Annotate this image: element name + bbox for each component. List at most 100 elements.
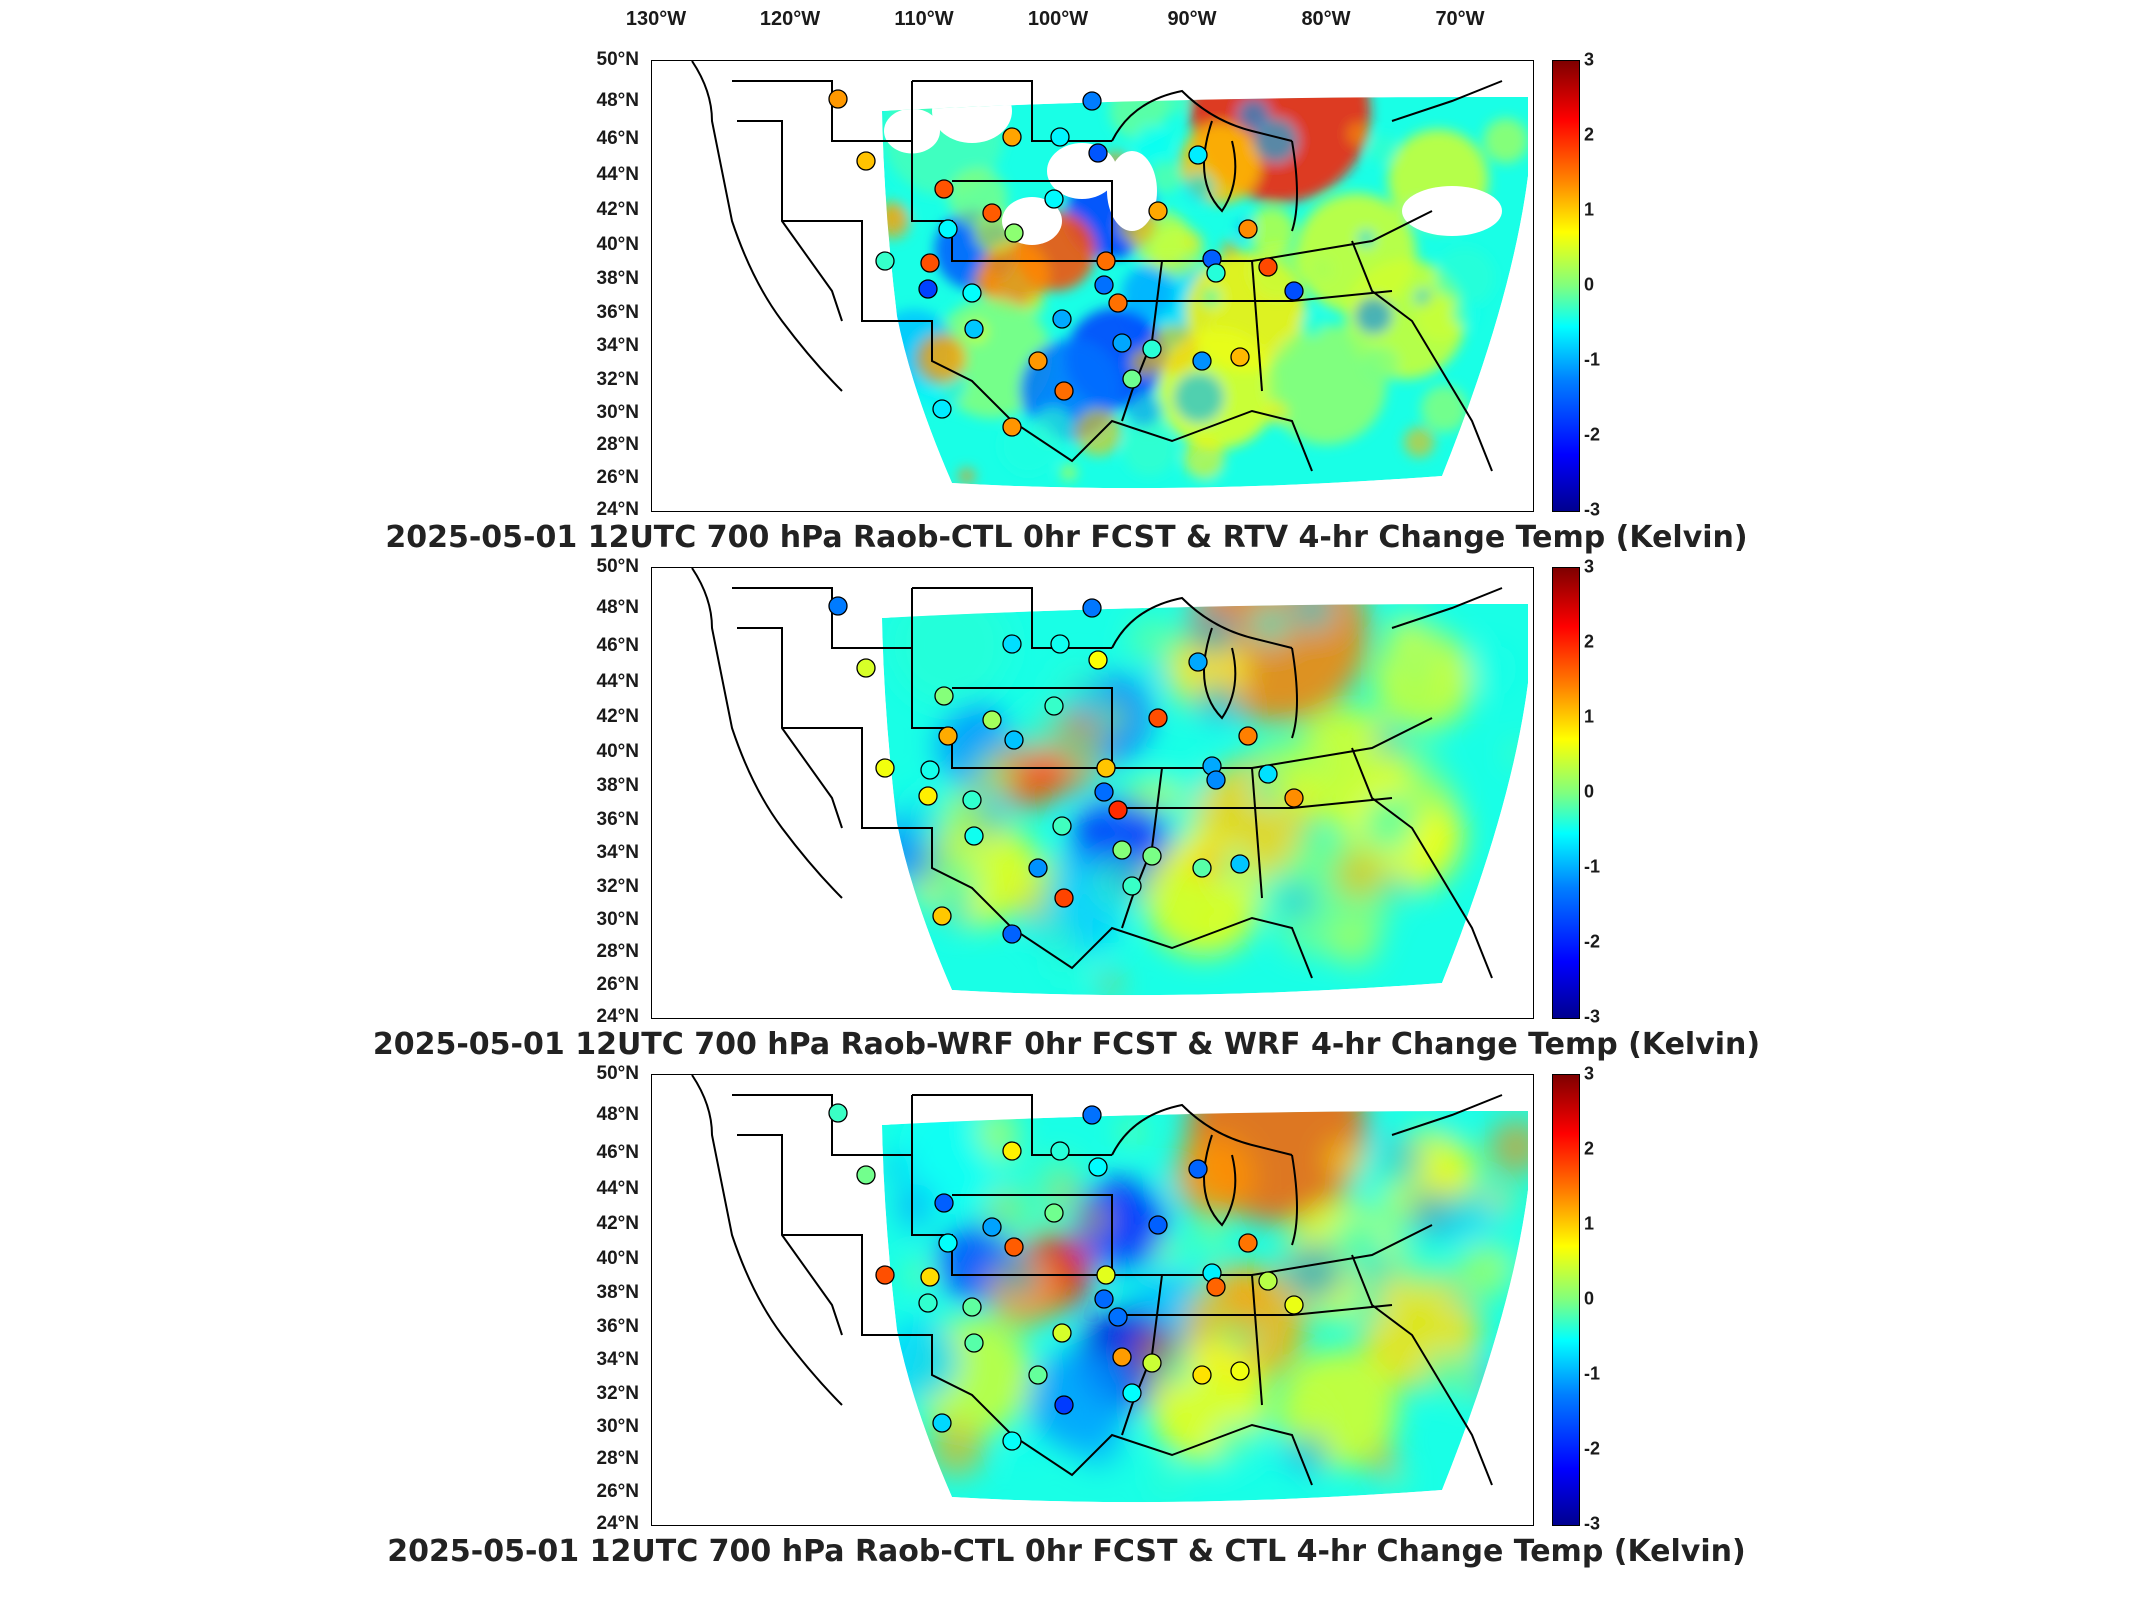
raob-station-marker	[934, 686, 954, 706]
raob-station-marker	[1088, 143, 1108, 163]
lat-label: 44°N	[596, 671, 639, 693]
raob-station-marker	[1258, 257, 1278, 277]
lon-label: 130°W	[625, 8, 687, 30]
lat-label: 38°N	[596, 775, 639, 797]
colorbar-tick-label: 2	[1584, 1138, 1595, 1159]
colorbar-tick-label: 1	[1584, 706, 1595, 727]
raob-station-marker	[1192, 351, 1212, 371]
lat-label: 28°N	[596, 434, 639, 456]
raob-station-marker	[1122, 369, 1142, 389]
lat-label: 26°N	[596, 973, 639, 995]
lat-label: 48°N	[596, 1104, 639, 1126]
raob-station-marker	[1148, 201, 1168, 221]
map-panel-2: 50°N 48°N 46°N 44°N 42°N 40°N 38°N 36°N 34°N 32°N…	[0, 556, 2133, 1087]
raob-station-marker	[828, 1103, 848, 1123]
raob-station-marker	[932, 1413, 952, 1433]
temperature-field	[882, 1110, 1528, 1503]
temperature-field	[882, 96, 1528, 489]
raob-station-marker	[932, 399, 952, 419]
lat-label: 34°N	[596, 842, 639, 864]
raob-station-marker	[1004, 1237, 1024, 1257]
raob-station-marker	[1088, 650, 1108, 670]
raob-station-marker	[1054, 1395, 1074, 1415]
lat-label: 44°N	[596, 1178, 639, 1200]
raob-station-marker	[1108, 293, 1128, 313]
raob-station-marker	[1002, 417, 1022, 437]
colorbar-tick-label: 2	[1584, 631, 1595, 652]
lat-label: 32°N	[596, 368, 639, 390]
lat-label: 46°N	[596, 127, 639, 149]
raob-station-marker	[1112, 840, 1132, 860]
raob-stations	[828, 1103, 1304, 1451]
lat-label: 26°N	[596, 1480, 639, 1502]
lat-label: 48°N	[596, 90, 639, 112]
raob-station-marker	[1052, 1323, 1072, 1343]
lat-label: 50°N	[596, 1063, 639, 1084]
raob-station-marker	[918, 279, 938, 299]
raob-station-marker	[938, 726, 958, 746]
raob-station-marker	[1112, 1347, 1132, 1367]
colorbar-tick-label: 0	[1584, 781, 1595, 802]
lat-label: 28°N	[596, 941, 639, 963]
lon-label: 110°W	[894, 8, 954, 30]
colorbar-tick-label: -3	[1584, 1006, 1601, 1027]
raob-station-marker	[1192, 1365, 1212, 1385]
raob-station-marker	[964, 1333, 984, 1353]
lat-label: 30°N	[596, 1415, 639, 1437]
raob-station-marker	[1192, 858, 1212, 878]
lon-label: 120°W	[759, 8, 821, 30]
lat-label: 46°N	[596, 634, 639, 656]
raob-station-marker	[962, 790, 982, 810]
raob-station-marker	[1188, 1159, 1208, 1179]
raob-station-marker	[1054, 381, 1074, 401]
raob-station-marker	[1206, 1277, 1226, 1297]
lon-label: 70°W	[1435, 8, 1485, 30]
lat-label: 24°N	[596, 499, 639, 520]
raob-station-marker	[1050, 1141, 1070, 1161]
raob-station-marker	[828, 89, 848, 109]
map-borders	[691, 61, 1503, 472]
colorbar-tick-label: -2	[1584, 931, 1601, 952]
raob-station-marker	[1112, 333, 1132, 353]
lat-label: 32°N	[596, 875, 639, 897]
lat-label: 48°N	[596, 597, 639, 619]
colorbar-tick-label: 1	[1584, 1213, 1595, 1234]
raob-station-marker	[1206, 770, 1226, 790]
colorbar	[1552, 60, 1580, 512]
raob-station-marker	[1238, 219, 1258, 239]
colorbar-tick-label: 0	[1584, 1288, 1595, 1309]
raob-station-marker	[856, 151, 876, 171]
raob-station-marker	[1094, 782, 1114, 802]
lat-label: 46°N	[596, 1141, 639, 1163]
colorbar-tick-label: 3	[1584, 556, 1595, 577]
raob-station-marker	[1002, 1431, 1022, 1451]
lat-label: 42°N	[596, 706, 639, 728]
raob-station-marker	[918, 786, 938, 806]
raob-station-marker	[1258, 764, 1278, 784]
raob-station-marker	[920, 760, 940, 780]
lat-label: 38°N	[596, 268, 639, 290]
raob-station-marker	[920, 1267, 940, 1287]
lat-label: 28°N	[596, 1448, 639, 1470]
colorbar-tick-label: 3	[1584, 49, 1595, 70]
colorbar-tick-label: -2	[1584, 424, 1601, 445]
raob-station-marker	[1044, 189, 1064, 209]
raob-station-marker	[1148, 708, 1168, 728]
lat-label: 26°N	[596, 466, 639, 488]
lat-label: 30°N	[596, 908, 639, 930]
lon-label: 90°W	[1167, 8, 1217, 30]
colorbar-tick-label: -2	[1584, 1438, 1601, 1459]
lat-label: 36°N	[596, 302, 639, 324]
raob-station-marker	[982, 710, 1002, 730]
raob-station-marker	[1148, 1215, 1168, 1235]
map-plot-area	[651, 1074, 1534, 1526]
lat-label: 34°N	[596, 1349, 639, 1371]
lat-label: 36°N	[596, 809, 639, 831]
raob-station-marker	[1188, 652, 1208, 672]
colorbar-tick-label: 3	[1584, 1063, 1595, 1084]
raob-station-marker	[962, 1297, 982, 1317]
lat-label: 24°N	[596, 1513, 639, 1534]
raob-station-marker	[964, 319, 984, 339]
lat-label: 32°N	[596, 1382, 639, 1404]
raob-station-marker	[1050, 127, 1070, 147]
